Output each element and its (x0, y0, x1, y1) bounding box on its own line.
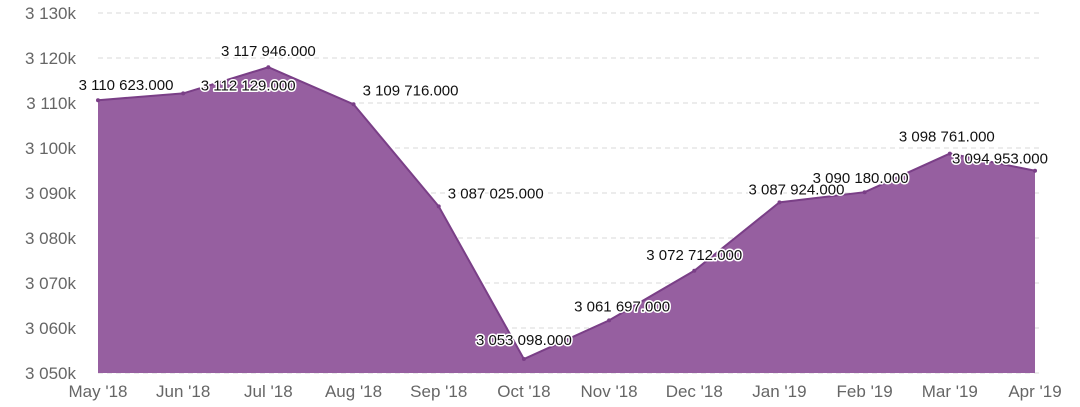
data-point (862, 190, 867, 195)
x-tick-label: Dec '18 (666, 382, 723, 401)
data-point (692, 268, 697, 273)
data-point (1033, 168, 1037, 173)
x-tick-label: Feb '19 (837, 382, 893, 401)
area-layer (96, 65, 1037, 374)
x-tick-label: Jun '18 (156, 382, 210, 401)
data-label: 3 094 953.000 (952, 151, 1048, 168)
data-point (436, 204, 441, 209)
data-label: 3 087 025.000 (448, 185, 544, 202)
x-tick-label: Nov '18 (581, 382, 638, 401)
x-tick-label: Oct '18 (497, 382, 550, 401)
data-label: 3 090 180.000 (813, 170, 909, 187)
x-tick-label: Aug '18 (325, 382, 382, 401)
y-tick-label: 3 100k (25, 139, 77, 158)
area-fill (98, 67, 1035, 374)
x-tick-label: May '18 (69, 382, 128, 401)
data-labels: 3 110 623.000 3 112 129.000 3 117 946.000 3… (77, 42, 1049, 351)
data-label: 3 053 098.000 (476, 332, 572, 349)
data-label: 3 112 129.000 (201, 77, 296, 94)
x-tick-label: Mar '19 (922, 382, 978, 401)
data-point (521, 357, 526, 362)
data-label: 3 087 924.000 (748, 181, 844, 198)
data-point (777, 200, 782, 205)
data-label: 3 072 712.000 (646, 247, 742, 264)
y-tick-label: 3 060k (25, 319, 77, 338)
x-tick-label: Jan '19 (752, 382, 806, 401)
data-label: 3 110 623.000 (79, 77, 174, 94)
x-tick-label: Apr '19 (1008, 382, 1061, 401)
y-tick-label: 3 130k (25, 4, 77, 23)
data-point (181, 91, 186, 96)
data-label: 3 061 697.000 (574, 298, 670, 315)
y-tick-label: 3 120k (25, 49, 77, 68)
data-label: 3 117 946.000 (221, 43, 316, 60)
data-label: 3 098 761.000 (899, 129, 995, 146)
data-point (947, 151, 952, 156)
data-point (266, 65, 271, 70)
data-label: 3 109 716.000 (363, 82, 459, 99)
x-tick-label: Jul '18 (244, 382, 293, 401)
series-line (97, 66, 1036, 361)
data-point (351, 102, 356, 107)
y-tick-label: 3 080k (25, 229, 77, 248)
y-tick-label: 3 050k (25, 364, 77, 383)
y-tick-label: 3 090k (25, 184, 77, 203)
y-tick-label: 3 070k (25, 274, 77, 293)
x-tick-label: Sep '18 (410, 382, 467, 401)
data-point (607, 318, 612, 323)
y-tick-label: 3 110k (26, 94, 76, 113)
x-axis: May '18 Jun '18 Jul '18 Aug '18 Sep '18 Oct '… (69, 382, 1062, 401)
y-axis: 3 050k 3 060k 3 070k 3 080k 3 090k 3 100k 3 11… (25, 4, 77, 383)
data-point (96, 98, 100, 103)
